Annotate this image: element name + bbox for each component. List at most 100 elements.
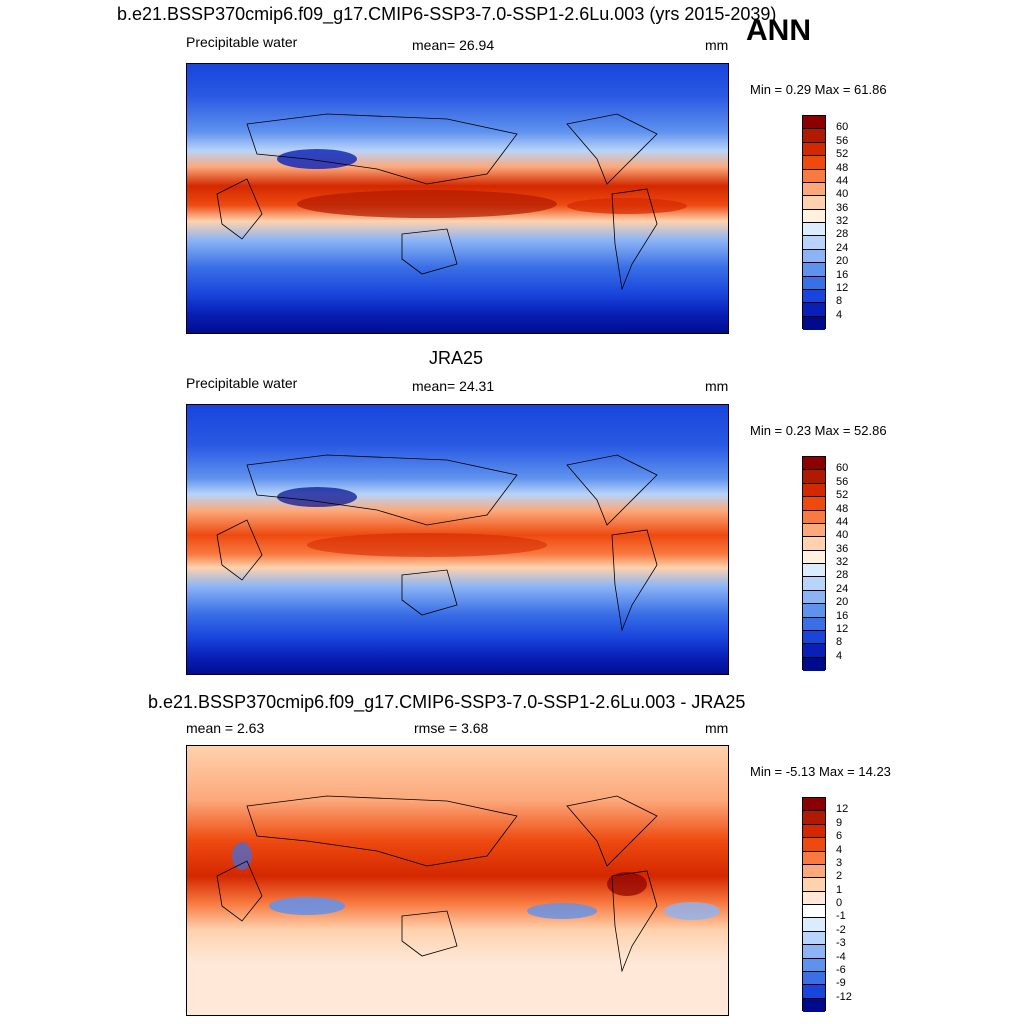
panel-1-minmax: Min = 0.29 Max = 61.86 [750,82,887,97]
panel-2-variable-label: Precipitable water [186,375,298,391]
colorbar-tick-label: 16 [836,268,849,281]
panel-1-itcz-east [567,198,687,214]
panel-2-coast-north-america [566,454,658,526]
panel-1-map [186,63,729,334]
colorbar-swatch [803,864,825,879]
colorbar-swatch [803,116,825,130]
colorbar-tick-label: 28 [836,569,849,582]
panel-2-coast-africa [216,519,263,581]
colorbar-tick-label: 0 [836,897,843,909]
colorbar-swatch [803,129,825,143]
colorbar-tick-label: 16 [836,609,849,622]
colorbar-swatch [803,617,825,631]
colorbar-swatch [803,289,825,304]
colorbar-swatch [803,577,825,591]
colorbar-tick-label: 9 [836,816,843,829]
panel-1-warm-pool [297,190,557,218]
season-label: ANN [746,14,811,47]
colorbar-swatch [803,838,825,852]
colorbar-tick-label: 32 [836,556,849,568]
colorbar-tick-label: 4 [836,308,843,321]
panel-3-coast-eurasia [246,795,518,867]
colorbar-tick-label: 1 [836,883,843,896]
panel-1-himalaya-dry [277,149,357,169]
colorbar-swatch [803,958,825,972]
colorbar-swatch [803,798,825,812]
colorbar-swatch [803,303,825,317]
colorbar-swatch [803,156,825,170]
colorbar-swatch [803,550,825,564]
panel-3-title: b.e21.BSSP370cmip6.f09_g17.CMIP6-SSP3-7.… [148,692,746,712]
colorbar-swatch [803,169,825,183]
colorbar-tick-label: 3 [836,856,843,869]
colorbar-swatch [803,316,825,330]
colorbar-swatch [803,236,825,250]
colorbar-swatch [803,223,825,237]
panel-3-rmse-label: rmse = 3.68 [414,720,489,736]
colorbar-swatch [803,276,825,290]
colorbar-tick-label: 44 [836,515,849,528]
colorbar-swatch [803,196,825,210]
panel-2-warm-pool [307,533,547,557]
colorbar-swatch [803,931,825,946]
panel-3-field [187,746,728,1015]
colorbar-tick-label: 40 [836,188,849,201]
colorbar-tick-label: 44 [836,174,849,187]
panel-3-units: mm [705,720,729,736]
colorbar-tick-label: 48 [836,161,849,174]
panel-3-minmax: Min = -5.13 Max = 14.23 [750,764,891,779]
panel-3-coast-australia [401,910,458,957]
panel-3-coast-africa [216,860,263,922]
panel-2-mean-label: mean= 24.31 [412,378,495,394]
colorbar-swatch [803,483,825,498]
colorbar-swatch [803,891,825,905]
colorbar-swatch [803,470,825,484]
panel-1-coast-north-america [566,113,658,185]
colorbar-swatch [803,905,825,919]
colorbar-tick-label: 12 [836,281,849,294]
colorbar-swatch [803,918,825,932]
panel-2-coast-australia [401,569,458,616]
panel-3-negative-atlantic [664,902,720,920]
colorbar-swatch [803,971,825,986]
colorbar-tick-label: 56 [836,475,849,488]
colorbar-tick-label: -12 [836,990,852,1003]
colorbar-swatch [803,945,825,959]
panel-3-negative-africa [232,842,252,870]
colorbar-swatch [803,590,825,605]
colorbar-swatch [803,811,825,825]
panel-2-title: JRA25 [429,348,484,368]
panel-3-negative-indian [269,897,345,915]
colorbar-tick-label: -9 [836,977,846,990]
colorbar-tick-label: 12 [836,622,849,635]
colorbar-tick-label: -1 [836,910,846,923]
colorbar-tick-label: 4 [836,843,843,856]
colorbar-swatch [803,564,825,578]
colorbar-swatch [803,878,825,892]
colorbar-tick-label: 6 [836,830,843,843]
colorbar-tick-label: -2 [836,923,846,936]
panel-1-mean-label: mean= 26.94 [412,37,495,53]
panel-3-positive-amazon [607,872,647,896]
colorbar-tick-label: 28 [836,228,849,241]
colorbar-swatch [803,824,825,839]
colorbar-swatch [803,457,825,471]
panel-1-coast-australia [401,228,458,275]
colorbar-swatch [803,998,825,1012]
colorbar-tick-label: 24 [836,241,849,254]
colorbar-swatch [803,630,825,645]
panel-1-title: b.e21.BSSP370cmip6.f09_g17.CMIP6-SSP3-7.… [117,4,777,24]
panel-3-coast-south-america [611,870,658,973]
panel-3-map [186,745,729,1016]
panel-2-minmax: Min = 0.23 Max = 52.86 [750,423,887,438]
colorbar-tick-label: 36 [836,201,849,214]
panel-2-colorbar [802,456,826,671]
panel-1-coast-south-america [611,188,658,291]
colorbar-tick-label: 36 [836,542,849,555]
colorbar-tick-label: 8 [836,295,843,308]
colorbar-tick-label: 60 [836,462,849,475]
colorbar-swatch [803,537,825,551]
colorbar-tick-label: 24 [836,582,849,595]
colorbar-tick-label: 48 [836,502,849,515]
colorbar-swatch [803,497,825,511]
